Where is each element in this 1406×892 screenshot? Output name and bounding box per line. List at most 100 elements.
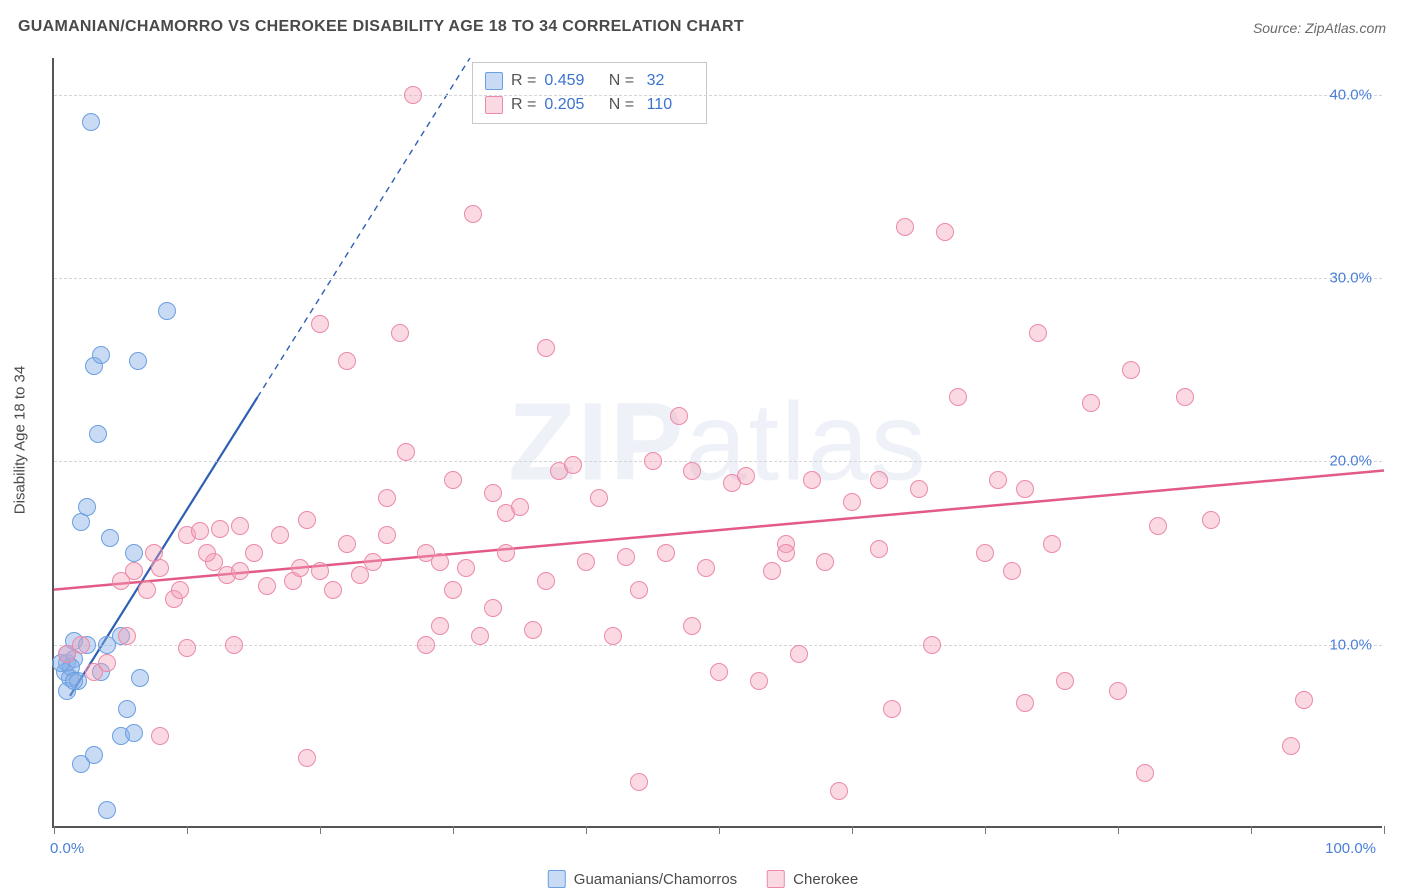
scatter-point: [630, 773, 648, 791]
grid-line: [54, 461, 1382, 462]
scatter-point: [311, 562, 329, 580]
scatter-point: [910, 480, 928, 498]
legend-label: Cherokee: [793, 871, 858, 888]
scatter-point: [125, 544, 143, 562]
stat-n-label: N =: [604, 72, 634, 90]
x-tick: [985, 826, 986, 834]
legend-swatch: [485, 72, 503, 90]
scatter-point: [92, 346, 110, 364]
chart-header: GUAMANIAN/CHAMORRO VS CHEROKEE DISABILIT…: [0, 10, 1406, 50]
legend-swatch: [485, 96, 503, 114]
scatter-point: [101, 529, 119, 547]
scatter-point: [198, 544, 216, 562]
scatter-point: [484, 599, 502, 617]
legend-swatch: [767, 870, 785, 888]
scatter-point: [1082, 394, 1100, 412]
trend-lines: [54, 58, 1384, 828]
scatter-point: [245, 544, 263, 562]
series-legend: Guamanians/Chamorros Cherokee: [548, 870, 858, 888]
scatter-point: [750, 672, 768, 690]
scatter-point: [171, 581, 189, 599]
scatter-point: [1295, 691, 1313, 709]
scatter-point: [291, 559, 309, 577]
source-label: Source: ZipAtlas.com: [1253, 20, 1386, 36]
scatter-point: [89, 425, 107, 443]
scatter-point: [471, 627, 489, 645]
scatter-point: [763, 562, 781, 580]
x-tick-label: 100.0%: [1325, 840, 1376, 857]
x-tick: [320, 826, 321, 834]
stat-r-value: 0.459: [544, 72, 596, 90]
scatter-point: [883, 700, 901, 718]
scatter-point: [537, 339, 555, 357]
x-tick: [1384, 826, 1385, 834]
scatter-point: [617, 548, 635, 566]
scatter-point: [896, 218, 914, 236]
scatter-point: [1282, 737, 1300, 755]
scatter-point: [590, 489, 608, 507]
grid-line: [54, 278, 1382, 279]
scatter-point: [604, 627, 622, 645]
stat-n-value: 32: [642, 72, 694, 90]
scatter-point: [777, 544, 795, 562]
scatter-point: [1136, 764, 1154, 782]
legend-item: Cherokee: [767, 870, 858, 888]
scatter-point: [683, 617, 701, 635]
scatter-point: [1016, 480, 1034, 498]
stat-n-value: 110: [642, 96, 694, 114]
scatter-point: [298, 511, 316, 529]
y-axis-label: Disability Age 18 to 34: [12, 366, 29, 514]
scatter-point: [683, 462, 701, 480]
scatter-point: [85, 746, 103, 764]
scatter-point: [803, 471, 821, 489]
scatter-point: [524, 621, 542, 639]
scatter-point: [298, 749, 316, 767]
scatter-point: [670, 407, 688, 425]
x-tick: [1251, 826, 1252, 834]
scatter-point: [391, 324, 409, 342]
scatter-point: [1029, 324, 1047, 342]
stat-r-label: R =: [511, 72, 536, 90]
scatter-point: [989, 471, 1007, 489]
scatter-point: [211, 520, 229, 538]
scatter-point: [870, 540, 888, 558]
scatter-point: [225, 636, 243, 654]
chart-container: GUAMANIAN/CHAMORRO VS CHEROKEE DISABILIT…: [0, 0, 1406, 892]
scatter-point: [1202, 511, 1220, 529]
scatter-point: [577, 553, 595, 571]
scatter-point: [537, 572, 555, 590]
scatter-point: [657, 544, 675, 562]
scatter-point: [118, 627, 136, 645]
scatter-point: [464, 205, 482, 223]
watermark: ZIPatlas: [508, 379, 927, 506]
scatter-point: [497, 504, 515, 522]
grid-line: [54, 95, 1382, 96]
scatter-point: [949, 388, 967, 406]
chart-title: GUAMANIAN/CHAMORRO VS CHEROKEE DISABILIT…: [18, 18, 744, 36]
legend-item: Guamanians/Chamorros: [548, 870, 737, 888]
x-tick: [54, 826, 55, 834]
scatter-point: [378, 489, 396, 507]
stat-r-value: 0.205: [544, 96, 596, 114]
scatter-point: [923, 636, 941, 654]
scatter-point: [843, 493, 861, 511]
scatter-point: [338, 535, 356, 553]
legend-row: R = 0.459 N = 32: [485, 69, 694, 93]
scatter-point: [697, 559, 715, 577]
scatter-point: [78, 498, 96, 516]
scatter-point: [138, 581, 156, 599]
scatter-point: [936, 223, 954, 241]
scatter-point: [1176, 388, 1194, 406]
stat-r-label: R =: [511, 96, 536, 114]
scatter-point: [457, 559, 475, 577]
correlation-legend: R = 0.459 N = 32R = 0.205 N = 110: [472, 62, 707, 124]
scatter-point: [444, 471, 462, 489]
scatter-point: [364, 553, 382, 571]
scatter-point: [1149, 517, 1167, 535]
scatter-point: [870, 471, 888, 489]
scatter-point: [431, 553, 449, 571]
scatter-point: [417, 636, 435, 654]
scatter-point: [118, 700, 136, 718]
scatter-point: [737, 467, 755, 485]
scatter-point: [65, 672, 83, 690]
